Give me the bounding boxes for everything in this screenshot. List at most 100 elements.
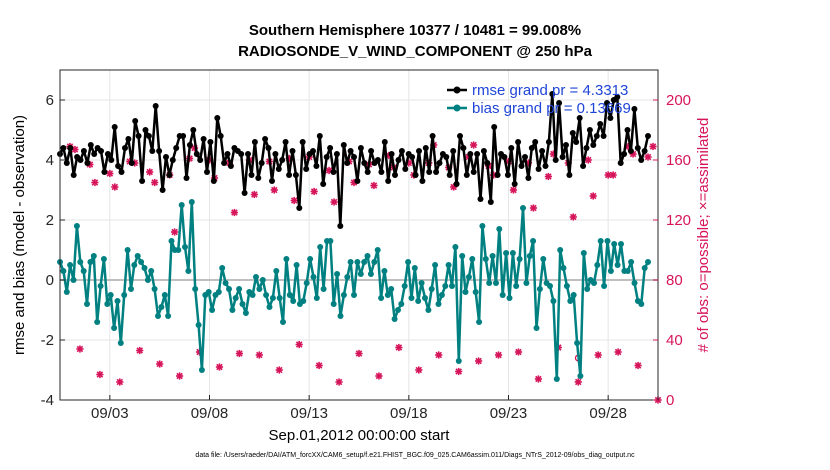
bias-point — [395, 307, 401, 313]
rmse-point — [542, 163, 549, 169]
rmse-point — [262, 136, 269, 142]
rmse-point — [556, 100, 563, 106]
bias-point — [465, 274, 472, 280]
obs-assimilated-marker — [614, 348, 622, 356]
bias-point — [144, 277, 151, 283]
bias-point — [222, 280, 229, 286]
bias-point — [411, 265, 418, 271]
rmse-point — [532, 139, 539, 145]
bias-point — [628, 259, 635, 265]
bias-point — [567, 298, 574, 304]
rmse-point — [528, 145, 535, 151]
bias-point — [489, 253, 496, 259]
bias-point — [195, 322, 202, 328]
rmse-point — [416, 148, 422, 154]
bias-point — [557, 247, 564, 253]
bias-point — [472, 289, 479, 295]
rmse-point — [251, 139, 258, 145]
rmse-point — [361, 160, 368, 166]
bias-point — [523, 280, 530, 286]
bias-point — [550, 298, 557, 304]
bias-point — [645, 259, 651, 265]
rmse-point — [286, 172, 293, 178]
rmse-point — [477, 196, 484, 202]
bias-point — [435, 301, 442, 307]
bias-point — [591, 280, 597, 286]
obs-assimilated-marker — [584, 156, 592, 164]
left-y-tick-label: -2 — [41, 332, 54, 349]
rmse-point — [388, 151, 395, 157]
rmse-point — [122, 145, 128, 151]
bias-point — [155, 313, 161, 319]
rmse-point — [347, 148, 354, 154]
bias-point — [226, 286, 232, 292]
bias-point — [310, 274, 317, 280]
bias-point — [641, 265, 648, 271]
rmse-point — [535, 166, 542, 172]
bias-point — [104, 301, 111, 307]
bias-point — [94, 319, 101, 325]
legend-bias-marker — [453, 104, 461, 112]
rmse-point — [357, 145, 364, 151]
rmse-point — [337, 223, 344, 229]
bias-point — [327, 238, 334, 244]
rmse-point — [457, 133, 463, 139]
rmse-point — [125, 136, 132, 142]
bias-point — [300, 298, 307, 304]
bias-point — [506, 295, 513, 301]
obs-assimilated-marker — [609, 171, 617, 179]
rmse-point — [412, 172, 419, 178]
bias-point — [293, 262, 300, 268]
rmse-point — [426, 169, 433, 175]
obs-assimilated-marker — [276, 366, 283, 374]
right-y-tick-label: 120 — [666, 212, 691, 229]
bias-point — [124, 247, 131, 253]
rmse-point — [156, 148, 163, 154]
left-y-axis-label: rmse and bias (model - observation) — [11, 115, 28, 355]
bias-point — [449, 283, 455, 289]
bias-point — [618, 241, 624, 247]
bias-point — [371, 259, 378, 265]
rmse-point — [422, 145, 429, 151]
bias-point — [509, 250, 516, 256]
bias-point — [378, 295, 385, 301]
bias-point — [97, 283, 104, 289]
rmse-point — [87, 142, 94, 148]
bias-point — [337, 313, 344, 319]
rmse-point — [508, 145, 515, 151]
plot-frame — [59, 69, 659, 401]
rmse-point — [398, 148, 405, 154]
obs-assimilated-marker — [176, 372, 183, 380]
bias-point — [100, 256, 107, 262]
bias-point — [594, 262, 601, 268]
rmse-point — [183, 175, 190, 181]
x-tick-label: 09/13 — [290, 405, 328, 422]
x-tick-label: 09/18 — [390, 405, 428, 422]
rmse-point — [275, 166, 282, 172]
rmse-point — [515, 139, 522, 145]
chart-subtitle: RADIOSONDE_V_WIND_COMPONENT @ 250 hPa — [238, 43, 592, 60]
obs-assimilated-marker — [310, 188, 318, 195]
obs-assimilated-marker — [171, 228, 178, 236]
bias-point — [283, 256, 290, 262]
legend-bias-label: bias grand pr = 0.13669 — [472, 100, 631, 117]
obs-assimilated-marker — [570, 213, 577, 221]
rmse-point — [84, 160, 91, 166]
rmse-point — [80, 148, 87, 154]
bias-point — [452, 244, 459, 250]
rmse-point — [624, 127, 631, 133]
right-y-axis-ticks: 0 40 80 120 160 200 — [653, 92, 691, 409]
obs-assimilated-marker — [395, 344, 403, 351]
x-tick-label: 09/08 — [191, 405, 229, 422]
bias-point — [418, 280, 425, 286]
rmse-point — [593, 133, 600, 139]
rmse-point — [67, 145, 74, 151]
rmse-point — [152, 103, 159, 109]
obs-assimilated-marker — [295, 341, 303, 348]
bias-point — [482, 256, 489, 262]
rmse-point — [204, 169, 210, 175]
rmse-point — [463, 172, 470, 178]
rmse-point — [484, 160, 491, 166]
obs-assimilated-marker — [375, 372, 383, 380]
